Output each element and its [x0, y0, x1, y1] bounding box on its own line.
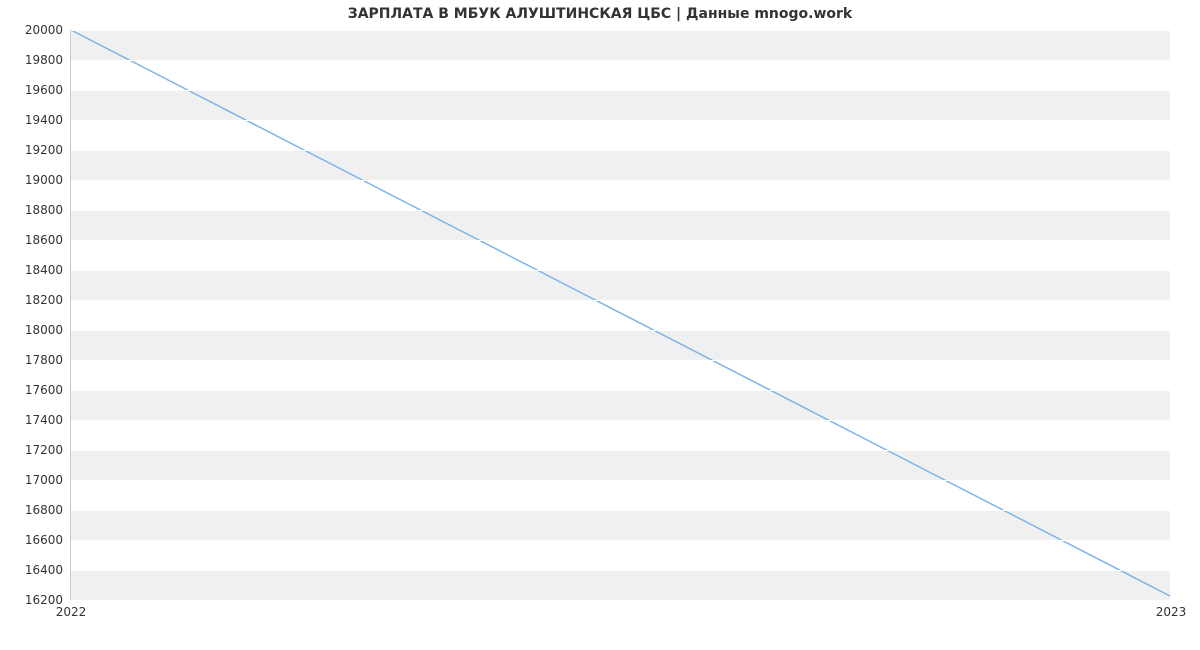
- y-gridline: [71, 540, 1170, 541]
- y-tick-label: 18600: [25, 233, 63, 247]
- x-tick-label: 2022: [56, 605, 87, 619]
- y-gridline: [71, 510, 1170, 511]
- y-tick-label: 18200: [25, 293, 63, 307]
- y-tick-label: 17200: [25, 443, 63, 457]
- y-tick-label: 18400: [25, 263, 63, 277]
- y-gridline: [71, 150, 1170, 151]
- y-gridline: [71, 180, 1170, 181]
- y-tick-label: 16400: [25, 563, 63, 577]
- y-gridline: [71, 90, 1170, 91]
- y-gridline: [71, 330, 1170, 331]
- y-tick-label: 18000: [25, 323, 63, 337]
- y-tick-label: 19000: [25, 173, 63, 187]
- y-gridline: [71, 300, 1170, 301]
- y-gridline: [71, 450, 1170, 451]
- y-gridline: [71, 60, 1170, 61]
- y-gridline: [71, 390, 1170, 391]
- y-tick-label: 18800: [25, 203, 63, 217]
- y-tick-label: 19400: [25, 113, 63, 127]
- y-tick-label: 17000: [25, 473, 63, 487]
- y-tick-label: 20000: [25, 23, 63, 37]
- y-gridline: [71, 420, 1170, 421]
- y-tick-label: 17600: [25, 383, 63, 397]
- y-tick-label: 16600: [25, 533, 63, 547]
- y-tick-label: 16800: [25, 503, 63, 517]
- y-gridline: [71, 270, 1170, 271]
- salary-line-chart: ЗАРПЛАТА В МБУК АЛУШТИНСКАЯ ЦБС | Данные…: [0, 0, 1200, 650]
- y-gridline: [71, 30, 1170, 31]
- y-gridline: [71, 120, 1170, 121]
- y-tick-label: 19800: [25, 53, 63, 67]
- y-gridline: [71, 240, 1170, 241]
- y-gridline: [71, 600, 1170, 601]
- y-tick-label: 19600: [25, 83, 63, 97]
- series-line-salary: [71, 30, 1170, 596]
- plot-area: 1620016400166001680017000172001740017600…: [70, 30, 1170, 600]
- y-gridline: [71, 570, 1170, 571]
- x-tick-label: 2023: [1156, 605, 1187, 619]
- y-tick-label: 17800: [25, 353, 63, 367]
- y-gridline: [71, 360, 1170, 361]
- chart-title: ЗАРПЛАТА В МБУК АЛУШТИНСКАЯ ЦБС | Данные…: [0, 6, 1200, 22]
- y-tick-label: 19200: [25, 143, 63, 157]
- y-tick-label: 17400: [25, 413, 63, 427]
- y-gridline: [71, 210, 1170, 211]
- series-layer: [71, 30, 1170, 599]
- y-gridline: [71, 480, 1170, 481]
